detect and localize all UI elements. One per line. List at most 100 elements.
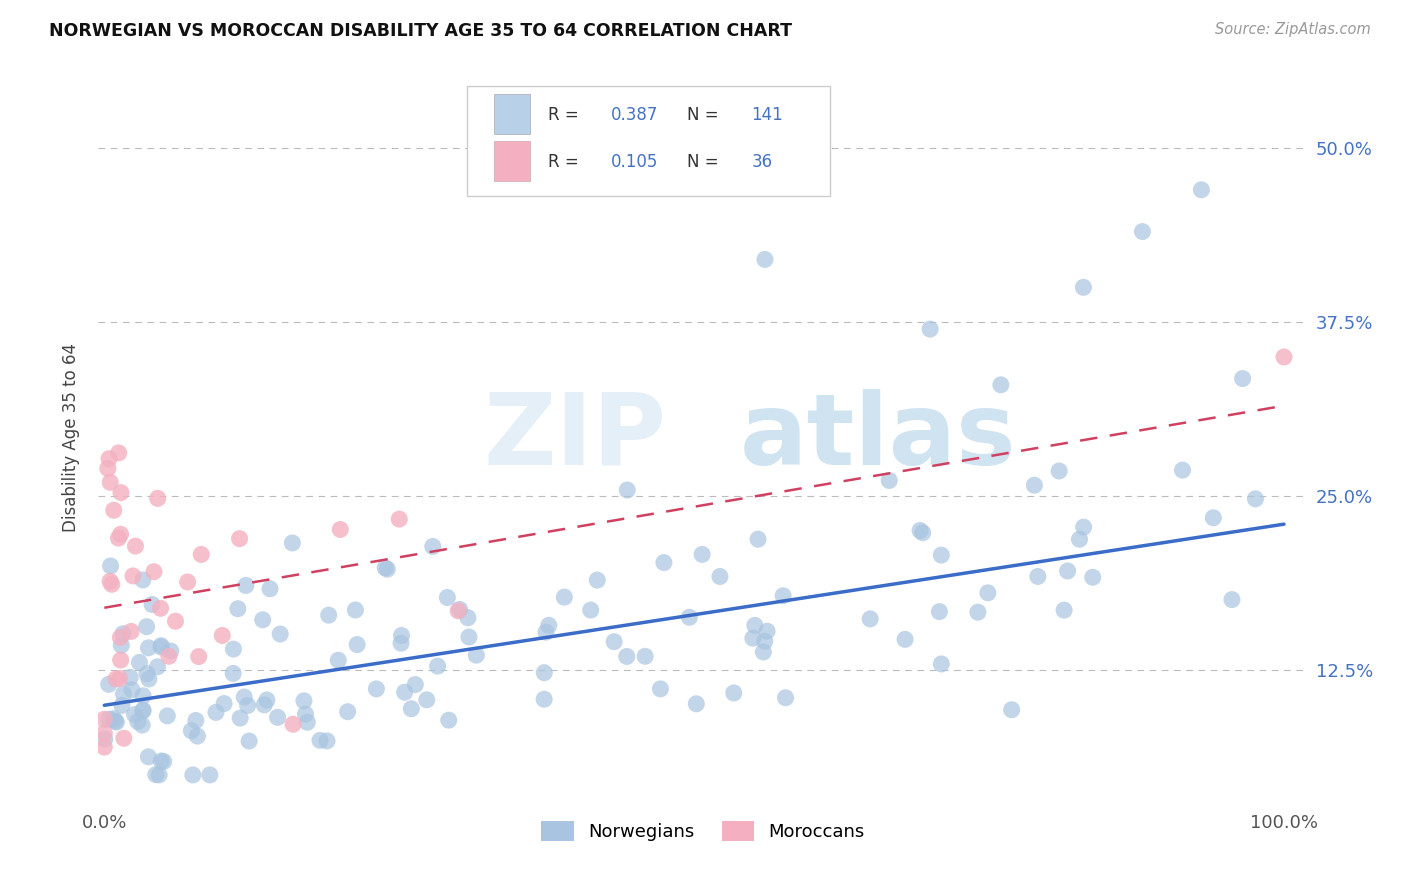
Point	[650, 681, 672, 696]
Point	[124, 707, 146, 722]
Point	[579, 603, 602, 617]
Point	[266, 710, 288, 724]
Text: atlas: atlas	[740, 389, 1017, 485]
Point	[1232, 371, 1254, 385]
Point	[1132, 225, 1154, 239]
Point	[391, 628, 413, 642]
Point	[226, 601, 249, 615]
Point	[744, 618, 766, 632]
Point	[181, 768, 204, 782]
Point	[1202, 510, 1225, 524]
Point	[318, 608, 340, 623]
Point	[149, 601, 172, 615]
Point	[1001, 703, 1024, 717]
Point	[437, 713, 460, 727]
Point	[269, 627, 291, 641]
Point	[394, 685, 416, 699]
Point	[222, 642, 245, 657]
Point	[256, 693, 278, 707]
Point	[97, 677, 120, 691]
Point	[894, 632, 917, 647]
Point	[98, 475, 121, 490]
Point	[1272, 350, 1295, 364]
Point	[458, 630, 481, 644]
Point	[132, 689, 155, 703]
Point	[156, 709, 179, 723]
Point	[150, 754, 173, 768]
Point	[877, 474, 900, 488]
Point	[235, 578, 257, 592]
Point	[678, 610, 700, 624]
Point	[329, 523, 352, 537]
Point	[93, 726, 115, 740]
Point	[146, 491, 169, 506]
Point	[537, 618, 560, 632]
Point	[138, 749, 160, 764]
Point	[388, 512, 411, 526]
Point	[148, 768, 170, 782]
Point	[103, 712, 125, 726]
Point	[1244, 491, 1267, 506]
Text: 0.105: 0.105	[612, 153, 658, 171]
Point	[212, 697, 235, 711]
Point	[1220, 592, 1243, 607]
Point	[112, 731, 135, 746]
Point	[603, 634, 626, 648]
Point	[105, 715, 128, 730]
Text: NORWEGIAN VS MOROCCAN DISABILITY AGE 35 TO 64 CORRELATION CHART: NORWEGIAN VS MOROCCAN DISABILITY AGE 35 …	[49, 22, 792, 40]
Point	[176, 574, 198, 589]
Point	[184, 714, 207, 728]
Point	[122, 569, 145, 583]
Text: N =: N =	[688, 153, 724, 171]
Point	[920, 322, 942, 336]
Point	[259, 582, 281, 596]
Point	[211, 628, 233, 642]
Point	[375, 562, 398, 576]
Point	[141, 598, 163, 612]
Point	[966, 605, 988, 619]
Point	[198, 768, 221, 782]
Point	[132, 703, 155, 717]
Point	[150, 640, 173, 654]
Text: 0.387: 0.387	[612, 105, 658, 123]
Point	[309, 733, 332, 747]
Point	[741, 631, 763, 645]
Point	[344, 603, 367, 617]
Point	[111, 698, 134, 713]
Point	[553, 590, 575, 604]
Point	[752, 645, 775, 659]
Point	[98, 712, 121, 726]
Point	[138, 672, 160, 686]
Point	[205, 706, 228, 720]
Point	[772, 589, 794, 603]
Point	[152, 755, 174, 769]
Point	[124, 539, 146, 553]
Point	[416, 693, 439, 707]
Point	[928, 605, 950, 619]
Point	[401, 702, 423, 716]
Point	[103, 503, 125, 517]
Text: R =: R =	[548, 105, 585, 123]
Point	[120, 670, 142, 684]
Point	[142, 565, 165, 579]
Point	[132, 573, 155, 587]
Point	[1026, 569, 1049, 583]
Text: ZIP: ZIP	[484, 389, 666, 485]
Point	[138, 640, 160, 655]
Point	[93, 712, 115, 726]
Point	[110, 485, 132, 500]
Point	[533, 665, 555, 680]
Point	[756, 624, 779, 639]
Point	[465, 648, 488, 663]
Point	[281, 717, 304, 731]
Point	[436, 591, 458, 605]
Point	[534, 625, 557, 640]
Point	[110, 527, 132, 541]
Point	[1171, 463, 1194, 477]
Point	[97, 461, 120, 475]
Point	[121, 682, 143, 697]
Point	[104, 714, 127, 728]
Point	[709, 569, 731, 583]
Point	[108, 672, 131, 686]
Point	[374, 561, 396, 575]
